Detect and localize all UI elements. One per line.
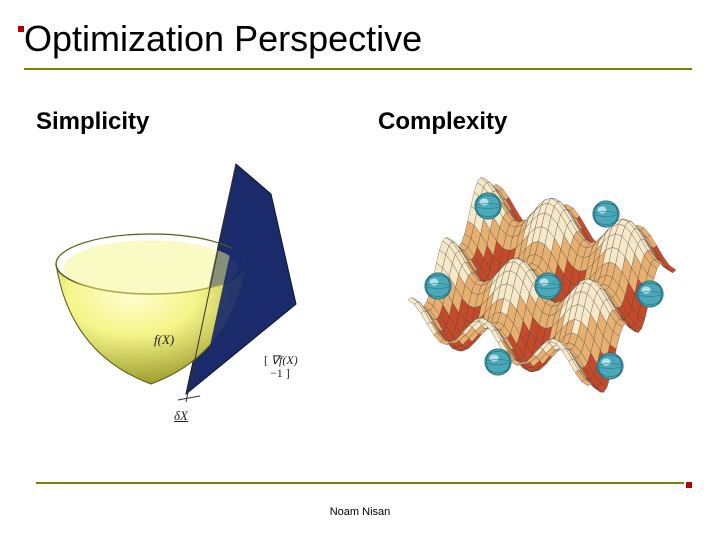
footer-accent-square (686, 482, 692, 488)
label-fx: f(X) (154, 332, 174, 348)
slide: Optimization Perspective Simplicity f(X)… (0, 0, 720, 540)
simplicity-figure: f(X) [ ∇f(X) −1 ] δX (36, 154, 336, 414)
footer-author: Noam Nisan (0, 506, 720, 518)
content-columns: Simplicity f(X) [ ∇f(X) −1 ] δX Complexi… (28, 108, 692, 414)
multimodal-surface-svg (378, 154, 688, 404)
complexity-figure (378, 154, 678, 414)
label-gradient: [ ∇f(X) −1 ] (264, 354, 298, 379)
title-accent-square (18, 26, 24, 32)
right-heading: Complexity (378, 108, 692, 136)
right-column: Complexity (370, 108, 692, 414)
left-column: Simplicity f(X) [ ∇f(X) −1 ] δX (28, 108, 350, 414)
left-heading: Simplicity (36, 108, 350, 136)
slide-title: Optimization Perspective (24, 18, 692, 70)
label-dx: δX (174, 408, 188, 424)
footer-rule (36, 482, 684, 484)
